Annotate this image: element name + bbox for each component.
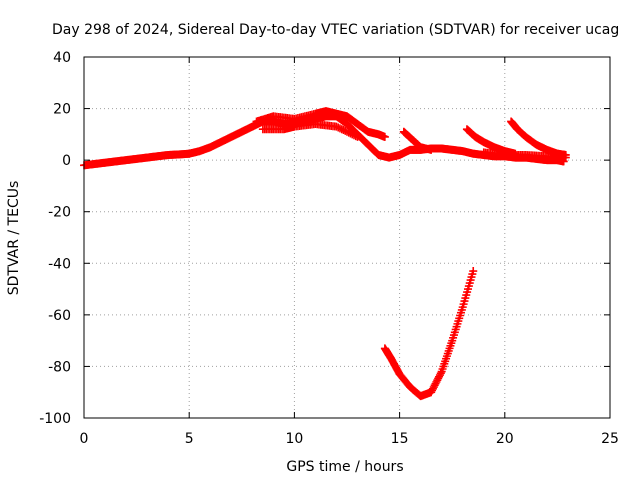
y-axis-label: SDTVAR / TECUs xyxy=(6,181,22,296)
y-tick-label: -20 xyxy=(48,205,71,221)
x-tick-label: 5 xyxy=(185,431,194,447)
data-point xyxy=(332,122,341,131)
chart-title: Day 298 of 2024, Sidereal Day-to-day VTE… xyxy=(52,22,619,38)
x-tick-label: 25 xyxy=(601,431,619,447)
y-tick-label: -80 xyxy=(48,359,71,375)
x-tick-label: 15 xyxy=(391,431,409,447)
series-tail-2 xyxy=(462,125,520,158)
data-point xyxy=(351,132,360,141)
series-lower-band xyxy=(258,120,362,141)
data-point xyxy=(350,131,359,140)
series-tail-1 xyxy=(399,127,436,154)
data-point xyxy=(335,124,344,133)
data-point xyxy=(343,127,351,136)
y-tick-label: 20 xyxy=(53,102,71,118)
y-tick-label: -60 xyxy=(48,308,71,324)
data-point xyxy=(561,153,570,162)
y-tick-label: -100 xyxy=(39,411,71,427)
y-tick-label: 40 xyxy=(53,50,71,66)
data-point xyxy=(469,267,478,276)
data-point xyxy=(334,123,343,132)
data-point xyxy=(348,130,357,139)
y-tick-label: 0 xyxy=(62,153,71,169)
plot-frame xyxy=(83,56,611,419)
series-upper-band xyxy=(252,107,389,141)
x-tick-label: 10 xyxy=(285,431,303,447)
data-point xyxy=(337,125,346,134)
x-axis-label: GPS time / hours xyxy=(286,459,403,475)
axis-ticks: 0 5 10 15 20 25 -100 -80 -60 -40 -20 0 20 40 xyxy=(39,50,619,447)
x-tick-label: 0 xyxy=(80,431,89,447)
data-point xyxy=(353,132,362,141)
data-point xyxy=(436,369,445,378)
y-tick-label: -40 xyxy=(48,256,71,272)
data-point xyxy=(339,126,348,135)
data-points xyxy=(80,107,570,401)
data-point xyxy=(380,132,389,141)
data-point xyxy=(344,128,353,137)
series-dip-curve xyxy=(380,267,478,401)
series-tail-4 xyxy=(479,148,570,162)
data-point xyxy=(341,126,350,135)
data-point xyxy=(346,129,355,138)
x-tick-label: 20 xyxy=(496,431,514,447)
data-point xyxy=(427,145,436,154)
